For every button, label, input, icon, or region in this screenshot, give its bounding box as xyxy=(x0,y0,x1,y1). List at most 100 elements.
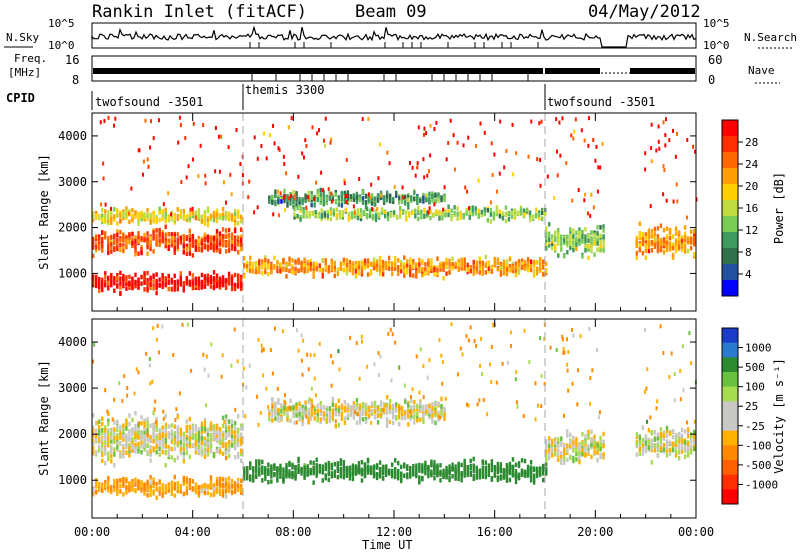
velocity-cell xyxy=(239,440,243,446)
power-cell xyxy=(501,215,505,220)
velocity-cell xyxy=(227,432,231,438)
power-cell xyxy=(339,261,343,266)
velocity-cell xyxy=(125,441,128,446)
power-cell xyxy=(498,213,502,219)
power-cell xyxy=(355,199,359,204)
power-cell xyxy=(412,258,415,264)
power-scatter-cell xyxy=(650,122,653,127)
power-cell xyxy=(593,230,596,235)
power-scatter-cell xyxy=(199,143,202,148)
velocity-cell xyxy=(149,423,152,428)
power-cell xyxy=(107,250,110,256)
velocity-cell xyxy=(526,464,530,470)
power-cell xyxy=(548,239,551,245)
power-cell xyxy=(386,211,390,217)
power-scatter-cell xyxy=(285,171,288,176)
velocity-cell xyxy=(395,414,398,420)
power-cell xyxy=(421,272,424,278)
velocity-cell xyxy=(310,398,313,404)
power-cell xyxy=(351,267,355,272)
power-cell xyxy=(230,232,234,237)
power-cell xyxy=(422,192,425,198)
power-cell xyxy=(384,264,388,270)
velocity-cell xyxy=(209,480,213,486)
power-scatter-cell xyxy=(306,194,309,199)
power-cell xyxy=(92,277,95,283)
power-cell xyxy=(271,195,274,200)
power-cell xyxy=(532,263,536,269)
power-scatter-cell xyxy=(650,146,653,151)
power-cell xyxy=(346,198,350,204)
velocity-cell xyxy=(125,488,128,493)
power-cell xyxy=(110,244,113,250)
power-cell xyxy=(387,255,391,261)
power-cell xyxy=(152,216,155,222)
velocity-cell xyxy=(418,468,421,473)
velocity-cell xyxy=(185,428,189,434)
power-cell xyxy=(209,279,213,284)
power-cell xyxy=(522,208,526,213)
power-cell xyxy=(307,190,310,196)
power-cell xyxy=(212,248,216,253)
power-cell xyxy=(674,241,678,246)
power-cell xyxy=(276,262,279,267)
power-cell xyxy=(336,267,340,273)
power-cell xyxy=(387,266,391,272)
power-cell xyxy=(551,237,554,242)
velocity-cell xyxy=(200,436,204,441)
velocity-cell xyxy=(161,425,164,430)
velocity-cell xyxy=(188,416,192,422)
power-cell xyxy=(535,266,539,272)
power-cell xyxy=(209,216,213,222)
velocity-cell xyxy=(164,462,167,468)
power-scatter-cell xyxy=(495,189,498,194)
velocity-cell xyxy=(502,467,506,473)
power-cell xyxy=(286,193,289,199)
velocity-cell xyxy=(104,444,107,449)
power-ytick-label: 3000 xyxy=(58,175,87,189)
power-cell xyxy=(230,286,234,292)
velocity-cell xyxy=(431,403,434,408)
power-cell xyxy=(239,246,243,252)
power-cell xyxy=(164,218,167,224)
power-scatter-cell xyxy=(672,199,675,204)
velocity-cell xyxy=(255,459,258,464)
velocity-cell xyxy=(532,477,536,482)
power-cell xyxy=(322,201,325,207)
power-cell xyxy=(92,274,95,279)
velocity-cell xyxy=(541,463,545,469)
velocity-cell xyxy=(416,414,419,419)
power-scatter-cell xyxy=(447,140,450,145)
power-scatter-cell xyxy=(217,134,220,139)
power-scatter-cell xyxy=(425,131,428,136)
nsky-tick-top: 10^5 xyxy=(48,17,75,30)
power-cell xyxy=(116,275,119,281)
power-cell xyxy=(116,245,119,251)
power-scatter-cell xyxy=(428,206,431,211)
velocity-cell xyxy=(249,474,252,479)
power-cell xyxy=(345,270,349,276)
velocity-cell xyxy=(276,474,279,480)
power-scatter-cell xyxy=(583,198,586,203)
power-cell xyxy=(131,218,134,223)
power-cell xyxy=(499,272,503,277)
velocity-cell xyxy=(437,410,440,416)
velocity-cell xyxy=(155,416,158,422)
power-cell xyxy=(309,261,312,267)
power-cell xyxy=(460,260,463,265)
power-scatter-cell xyxy=(555,117,558,122)
power-scatter-cell xyxy=(218,169,221,174)
velocity-cell xyxy=(354,467,358,472)
velocity-cell xyxy=(280,416,283,421)
velocity-cell xyxy=(152,489,155,494)
power-scatter-cell xyxy=(433,202,436,207)
velocity-cell xyxy=(140,483,143,488)
power-cell xyxy=(203,210,207,215)
velocity-cell xyxy=(104,428,107,433)
power-cell xyxy=(122,238,125,243)
velocity-cell xyxy=(372,465,376,471)
velocity-cell xyxy=(95,437,98,443)
power-scatter-cell xyxy=(114,116,117,121)
velocity-cell xyxy=(143,491,146,496)
